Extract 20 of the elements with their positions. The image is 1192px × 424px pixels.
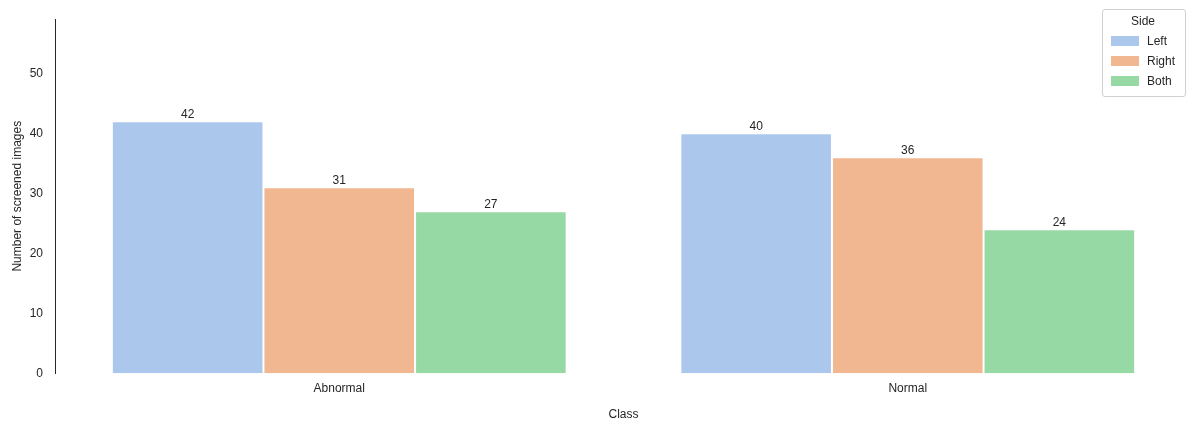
data-label: 40 bbox=[749, 118, 764, 133]
data-label: 36 bbox=[901, 142, 915, 157]
y-axis-title: Number of screened images bbox=[9, 120, 24, 272]
x-tick-label: Normal bbox=[888, 380, 928, 395]
data-label: 27 bbox=[484, 196, 498, 211]
y-tick-label: 0 bbox=[36, 365, 44, 380]
data-label: 31 bbox=[332, 172, 347, 187]
legend-label: Left bbox=[1146, 34, 1167, 48]
y-tick-label: 30 bbox=[29, 185, 44, 200]
x-axis-title: Class bbox=[608, 407, 639, 422]
x-tick-label: Abnormal bbox=[313, 380, 365, 395]
y-tick-label: 50 bbox=[29, 65, 44, 80]
data-label: 42 bbox=[180, 106, 195, 121]
data-label: 24 bbox=[1052, 214, 1067, 229]
y-tick-label: 10 bbox=[29, 305, 44, 320]
y-tick-label: 40 bbox=[29, 125, 44, 140]
y-tick-label: 20 bbox=[29, 245, 44, 260]
legend-label: Both bbox=[1146, 74, 1172, 88]
legend-label: Right bbox=[1146, 54, 1175, 68]
legend-title: Side bbox=[1129, 14, 1156, 28]
